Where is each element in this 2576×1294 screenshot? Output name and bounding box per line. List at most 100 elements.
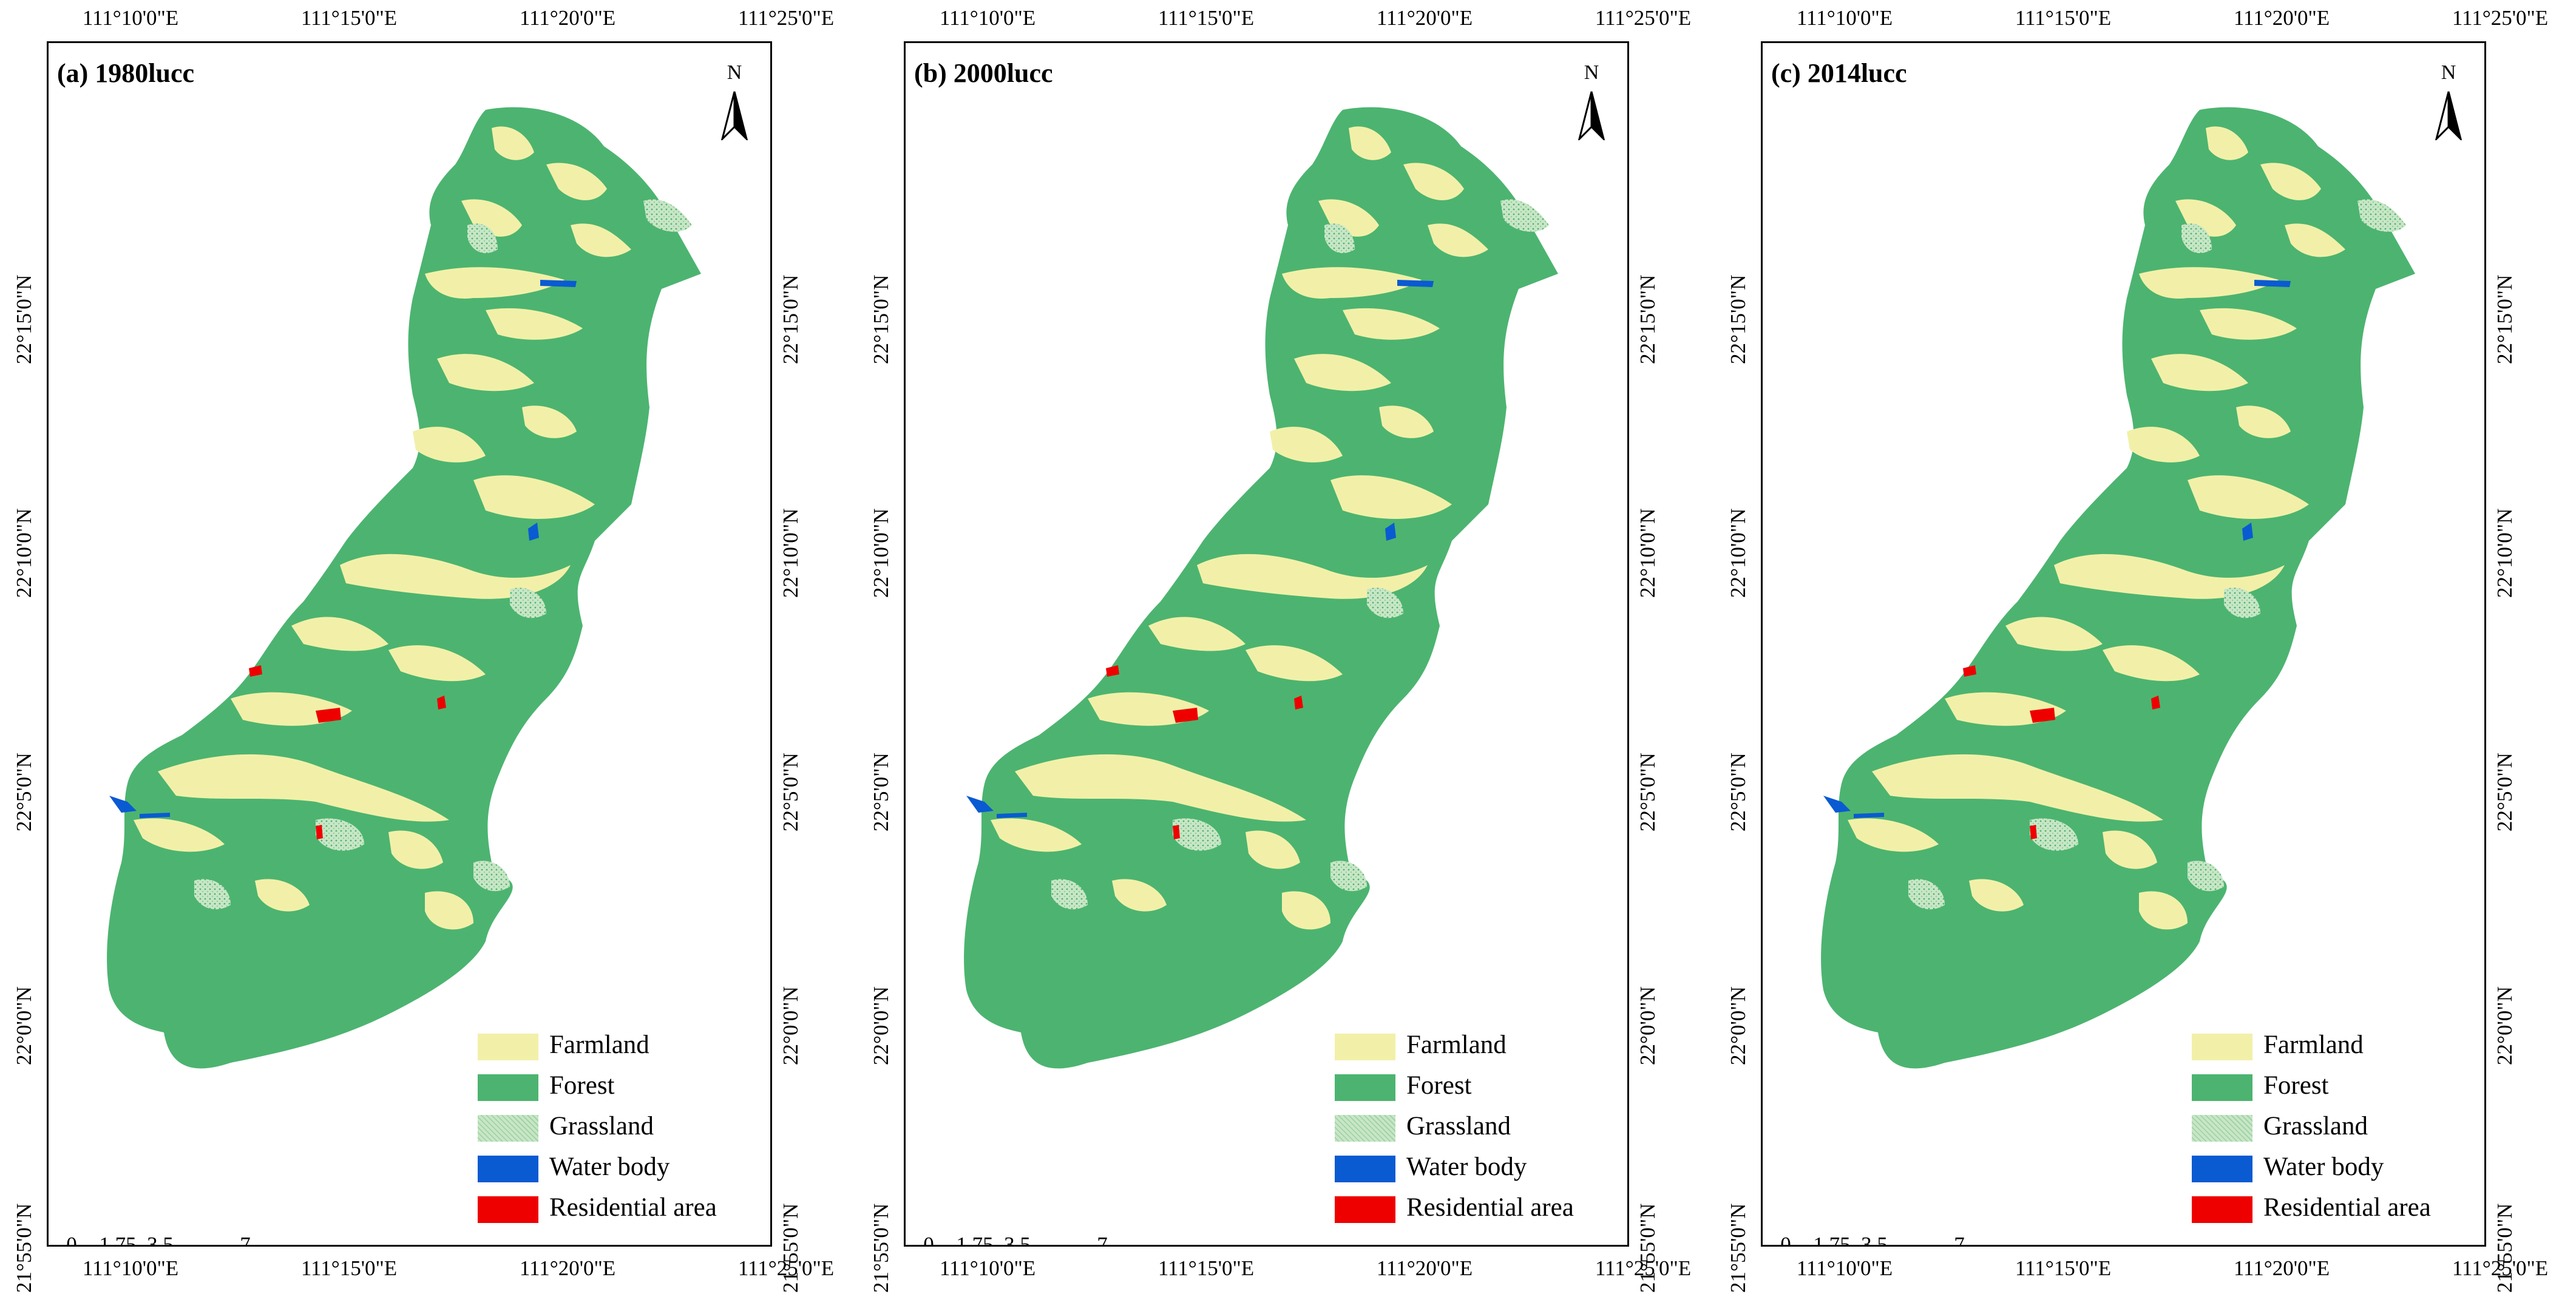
- legend: Farmland Forest Grassland Water body Res…: [2192, 1026, 2471, 1230]
- map-frame: (c) 2014lucc N Farmland Forest: [1761, 41, 2486, 1247]
- lon-label-top: 111°25'0"E: [2452, 6, 2549, 30]
- scale-bar: 0 1.75 3.5 7 km: [920, 1233, 1199, 1247]
- lat-label-right: 21°55'0"N: [2493, 1203, 2517, 1293]
- north-arrow: N: [713, 61, 756, 140]
- legend-item-forest: Forest: [2192, 1067, 2471, 1108]
- scale-bar: 0 1.75 3.5 7 km: [1777, 1233, 2056, 1247]
- lat-label-left: 22°0'0"N: [12, 986, 36, 1065]
- lon-label-top: 111°15'0"E: [1158, 6, 1255, 30]
- north-arrow: N: [1570, 61, 1613, 140]
- lat-label-left: 22°5'0"N: [1726, 753, 1750, 832]
- lat-label-left: 21°55'0"N: [12, 1203, 36, 1293]
- legend-swatch: [1335, 1074, 1395, 1101]
- lat-label-right: 22°15'0"N: [1636, 274, 1659, 364]
- map-panel: 111°10'0"E 111°15'0"E 111°20'0"E 111°25'…: [1714, 0, 2564, 1294]
- lat-label-left: 21°55'0"N: [1726, 1203, 1750, 1293]
- lon-label-bottom: 111°10'0"E: [939, 1256, 1036, 1280]
- north-label: N: [727, 61, 742, 84]
- lat-label-right: 22°0'0"N: [2493, 986, 2517, 1065]
- legend-swatch: [1335, 1115, 1395, 1142]
- lat-label-right: 22°0'0"N: [1636, 986, 1659, 1065]
- legend-label: Water body: [549, 1153, 670, 1181]
- scale-tick-label: 7: [240, 1233, 251, 1247]
- legend-item-farmland: Farmland: [1335, 1026, 1614, 1067]
- map-frame: (a) 1980lucc N Farmland Forest: [47, 41, 772, 1247]
- lat-label-right: 21°55'0"N: [779, 1203, 802, 1293]
- lon-label-bottom: 111°20'0"E: [1376, 1256, 1473, 1280]
- map-panel: 111°10'0"E 111°15'0"E 111°20'0"E 111°25'…: [857, 0, 1707, 1294]
- scale-tick-label: 0: [66, 1233, 77, 1247]
- north-arrow-icon: [1578, 91, 1605, 140]
- water-body-area: [109, 280, 577, 818]
- lon-label-top: 111°25'0"E: [1595, 6, 1692, 30]
- lat-label-left: 22°5'0"N: [869, 753, 893, 832]
- legend-label: Farmland: [549, 1031, 649, 1059]
- lat-label-left: 22°0'0"N: [869, 986, 893, 1065]
- legend-label: Farmland: [2263, 1031, 2364, 1059]
- lat-label-right: 22°15'0"N: [779, 274, 802, 364]
- legend-swatch: [2192, 1196, 2252, 1223]
- scale-tick-label: 0: [1780, 1233, 1791, 1247]
- lon-label-top: 111°15'0"E: [2015, 6, 2112, 30]
- lon-label-bottom: 111°25'0"E: [2452, 1256, 2549, 1280]
- water-body-area: [966, 280, 1434, 818]
- lon-label-bottom: 111°10'0"E: [82, 1256, 179, 1280]
- legend: Farmland Forest Grassland Water body Res…: [478, 1026, 757, 1230]
- legend-swatch: [2192, 1074, 2252, 1101]
- legend-label: Grassland: [549, 1112, 654, 1140]
- scale-tick-label: 1.75: [1813, 1233, 1851, 1247]
- scale-tick-label: 3.5: [1004, 1233, 1031, 1247]
- lat-label-right: 22°10'0"N: [779, 508, 802, 598]
- legend-swatch: [478, 1196, 538, 1223]
- north-label: N: [1584, 61, 1599, 84]
- legend-swatch: [2192, 1115, 2252, 1142]
- lat-label-left: 22°0'0"N: [1726, 986, 1750, 1065]
- legend-item-farmland: Farmland: [2192, 1026, 2471, 1067]
- legend-label: Residential area: [1406, 1193, 1574, 1222]
- legend-swatch: [2192, 1156, 2252, 1182]
- legend-label: Water body: [2263, 1153, 2384, 1181]
- scale-tick-label: 1.75: [99, 1233, 137, 1247]
- scale-tick-label: 0: [923, 1233, 934, 1247]
- lat-label-right: 22°5'0"N: [1636, 753, 1659, 832]
- legend-item-grassland: Grassland: [478, 1108, 757, 1148]
- residential-area: [249, 665, 446, 839]
- lat-label-right: 22°15'0"N: [2493, 274, 2517, 364]
- north-label: N: [2441, 61, 2456, 84]
- residential-area: [1963, 665, 2160, 839]
- legend-label: Residential area: [2263, 1193, 2431, 1222]
- legend-label: Water body: [1406, 1153, 1527, 1181]
- farmland-area: [1848, 126, 2345, 930]
- legend-item-grassland: Grassland: [1335, 1108, 1614, 1148]
- lat-label-left: 22°15'0"N: [1726, 274, 1750, 364]
- legend-label: Residential area: [549, 1193, 717, 1222]
- land-use-map: [107, 107, 701, 1069]
- legend-item-water-body: Water body: [478, 1148, 757, 1189]
- legend-item-farmland: Farmland: [478, 1026, 757, 1067]
- lat-label-left: 22°15'0"N: [12, 274, 36, 364]
- panel-title: (c) 2014lucc: [1771, 58, 1907, 88]
- lat-label-right: 22°5'0"N: [2493, 753, 2517, 832]
- lat-label-left: 22°10'0"N: [12, 508, 36, 598]
- map-frame: (b) 2000lucc N Farmland Forest: [904, 41, 1629, 1247]
- grassland-area: [1908, 199, 2406, 910]
- lat-label-right: 22°10'0"N: [2493, 508, 2517, 598]
- panel-title: (a) 1980lucc: [57, 58, 195, 88]
- legend-swatch: [478, 1074, 538, 1101]
- lon-label-bottom: 111°15'0"E: [1158, 1256, 1255, 1280]
- grassland-area: [1051, 199, 1549, 910]
- farmland-area: [991, 126, 1488, 930]
- legend-label: Farmland: [1406, 1031, 1507, 1059]
- lon-label-top: 111°25'0"E: [737, 6, 835, 30]
- legend-item-grassland: Grassland: [2192, 1108, 2471, 1148]
- legend-label: Grassland: [1406, 1112, 1511, 1140]
- lon-label-bottom: 111°10'0"E: [1796, 1256, 1893, 1280]
- lon-label-bottom: 111°15'0"E: [2015, 1256, 2112, 1280]
- lat-label-left: 22°5'0"N: [12, 753, 36, 832]
- water-body-area: [1823, 280, 2291, 818]
- legend-swatch: [1335, 1156, 1395, 1182]
- north-arrow-icon: [2435, 91, 2462, 140]
- legend-swatch: [478, 1034, 538, 1060]
- lon-label-top: 111°20'0"E: [519, 6, 616, 30]
- north-arrow-icon: [720, 91, 748, 140]
